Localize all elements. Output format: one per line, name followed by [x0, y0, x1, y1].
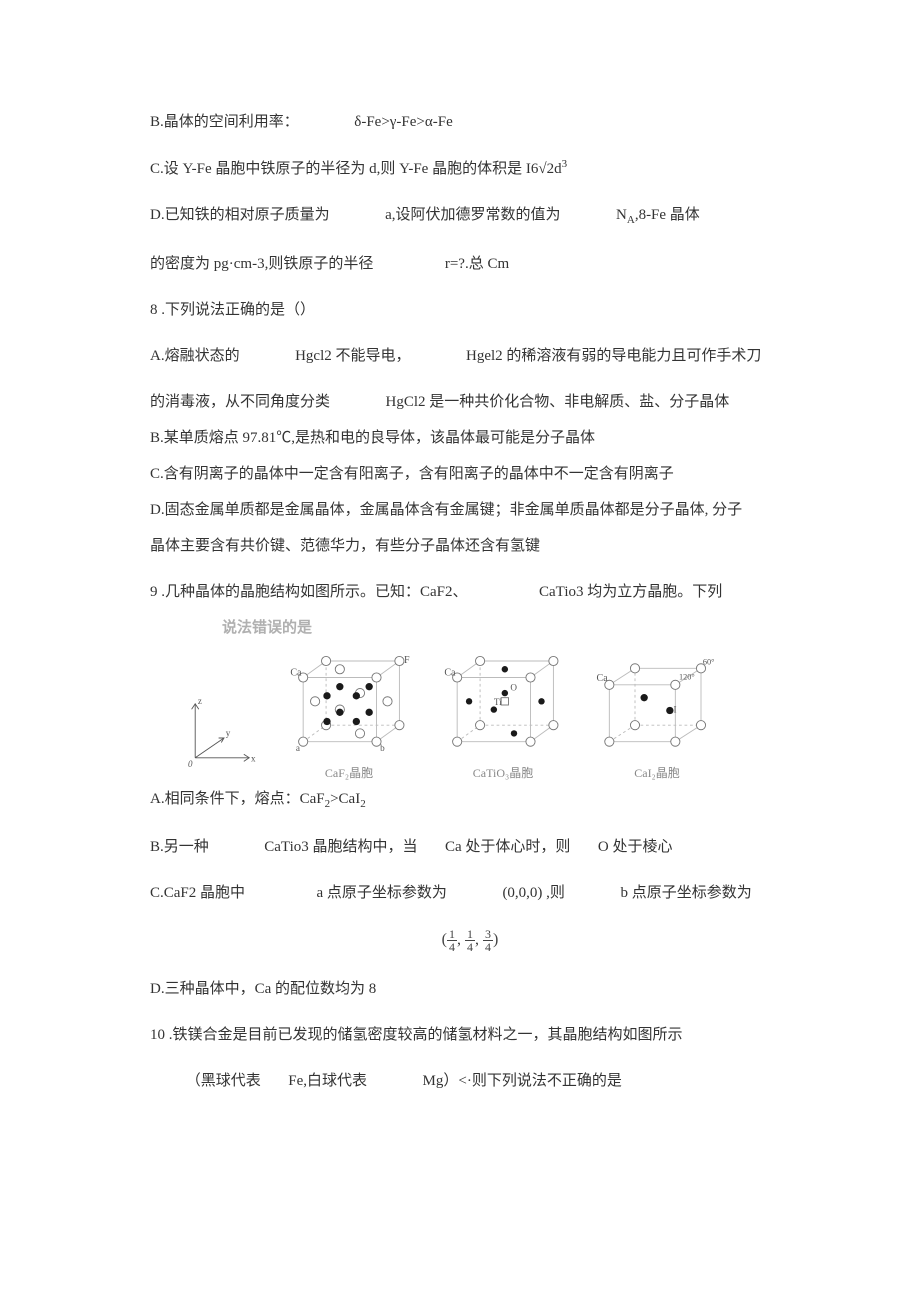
text: C.CaF2 晶胞中 — [150, 885, 245, 901]
axis-x-label: x — [251, 753, 256, 763]
axes-svg-wrap: z y x 0 — [170, 693, 260, 783]
sub: A — [627, 214, 635, 226]
cai2-svg: Ca 60° 120° I — [592, 650, 722, 760]
text: O 处于棱心 — [598, 839, 673, 855]
cai2-figure: Ca 60° 120° I CaI₂晶胞 — [592, 650, 722, 783]
text: (0,0,0) ,则 — [502, 885, 565, 901]
q8-option-d-line1: D.固态金属单质都是金属晶体，金属晶体含有金属键；非金属单质晶体都是分子晶体, … — [150, 498, 790, 522]
axis-origin-label: 0 — [188, 759, 193, 769]
caf2-a-label: a — [296, 742, 300, 752]
q8-option-a-line2: 的消毒液，从不同角度分类 HgCl2 是一种共价化合物、非电解质、盐、分子晶体 — [150, 390, 790, 414]
text: D.已知铁的相对原子质量为 — [150, 207, 330, 223]
text: A.熔融状态的 — [150, 348, 240, 364]
text: Hgel2 的稀溶液有弱的导电能力且可作手术刀 — [466, 348, 761, 364]
text: CaTio3 晶胞结构中，当 — [264, 839, 417, 855]
text: HgCl2 是一种共价化合物、非电解质、盐、分子晶体 — [386, 394, 730, 410]
q9-option-a: A.相同条件下，熔点：CaF2>CaI2 — [150, 787, 790, 814]
text: >CaI — [330, 791, 360, 807]
q9-stem: 9 .几种晶体的晶胞结构如图所示。已知：CaF2、 CaTio3 均为立方晶胞。… — [150, 580, 790, 604]
q8-option-d-line2: 晶体主要含有共价键、范德华力，有些分子晶体还含有氢键 — [150, 534, 790, 558]
text: 的密度为 pg·cm-3,则铁原子的半径 — [150, 256, 373, 272]
frac-d: 4 — [465, 941, 475, 953]
axis-y-label: y — [226, 728, 231, 738]
catio3-caption: CaTiO₃晶胞 — [473, 764, 533, 783]
q8-stem: 8 .下列说法正确的是（） — [150, 298, 790, 322]
q8-option-a-line1: A.熔融状态的 Hgcl2 不能导电， Hgel2 的稀溶液有弱的导电能力且可作… — [150, 344, 790, 368]
catio3-ti-label: Ti — [494, 697, 502, 707]
text: Ca 处于体心时，则 — [445, 839, 570, 855]
caf2-caption: CaF₂晶胞 — [325, 764, 373, 783]
frac-d: 4 — [483, 941, 493, 953]
text: N — [616, 207, 627, 223]
q7-option-c: C.设 Y-Fe 晶胞中铁原子的半径为 d,则 Y-Fe 晶胞的体积是 I6√2… — [150, 156, 790, 181]
q9-option-b: B.另一种 CaTio3 晶胞结构中，当 Ca 处于体心时，则 O 处于棱心 — [150, 835, 790, 859]
q7-option-b: B.晶体的空间利用率： δ-Fe>γ-Fe>α-Fe — [150, 110, 790, 134]
text: A.相同条件下，熔点：CaF — [150, 791, 325, 807]
q9-option-c: C.CaF2 晶胞中 a 点原子坐标参数为 (0,0,0) ,则 b 点原子坐标… — [150, 881, 790, 905]
catio3-ca-label: Ca — [444, 667, 456, 678]
q10-stem: 10 .铁镁合金是目前已发现的储氢密度较高的储氢材料之一，其晶胞结构如图所示 — [150, 1023, 790, 1047]
text: ,8-Fe 晶体 — [635, 207, 700, 223]
text: （黑球代表 — [186, 1073, 261, 1089]
text: Hgcl2 不能导电， — [295, 348, 410, 364]
q10-line2: （黑球代表 Fe,白球代表 Mg）<·则下列说法不正确的是 — [150, 1069, 790, 1093]
catio3-figure: Ca O Ti CaTiO₃晶胞 — [438, 650, 568, 783]
text: Mg）<·则下列说法不正确的是 — [423, 1073, 622, 1089]
q8-option-b: B.某单质熔点 97.81℃,是热和电的良导体，该晶体最可能是分子晶体 — [150, 426, 790, 450]
text: B.另一种 — [150, 839, 209, 855]
frac-d: 4 — [447, 941, 457, 953]
text: C.设 Y-Fe 晶胞中铁原子的半径为 d,则 Y-Fe 晶胞的体积是 I6√2… — [150, 161, 562, 177]
text: B.晶体的空间利用率： — [150, 114, 299, 130]
q9-grey-hint: 说法错误的是 — [222, 616, 790, 640]
q9-option-d: D.三种晶体中，Ca 的配位数均为 8 — [150, 977, 790, 1001]
cai2-i-label: I — [674, 704, 677, 714]
caf2-svg: Ca F a b — [284, 650, 414, 760]
axes-svg: z y x 0 — [170, 693, 260, 783]
text: a,设阿伏加德罗常数的值为 — [385, 207, 560, 223]
text: 9 .几种晶体的晶胞结构如图所示。已知：CaF2、 — [150, 584, 468, 600]
text: 的消毒液，从不同角度分类 — [150, 394, 330, 410]
cai2-ca-label: Ca — [597, 673, 609, 684]
cai2-caption: CaI₂晶胞 — [634, 764, 680, 783]
text: r=?.总 Cm — [445, 256, 509, 272]
sup: 3 — [562, 158, 568, 170]
axis-z-label: z — [198, 696, 202, 706]
q9-figures: z y x 0 — [170, 650, 790, 783]
text: CaTio3 均为立方晶胞。下列 — [539, 584, 722, 600]
page: B.晶体的空间利用率： δ-Fe>γ-Fe>α-Fe C.设 Y-Fe 晶胞中铁… — [0, 0, 920, 1301]
cai2-ang120: 120° — [679, 672, 695, 681]
text: a 点原子坐标参数为 — [317, 885, 447, 901]
caf2-ca-label: Ca — [290, 667, 302, 678]
q7-option-d-line2: 的密度为 pg·cm-3,则铁原子的半径 r=?.总 Cm — [150, 252, 790, 276]
text: δ-Fe>γ-Fe>α-Fe — [354, 114, 452, 130]
caf2-figure: Ca F a b CaF₂晶胞 — [284, 650, 414, 783]
text: b 点原子坐标参数为 — [620, 885, 751, 901]
catio3-svg: Ca O Ti — [438, 650, 568, 760]
caf2-b-label: b — [380, 742, 385, 752]
q7-option-d-line1: D.已知铁的相对原子质量为 a,设阿伏加德罗常数的值为 NA,8-Fe 晶体 — [150, 203, 790, 230]
sub: 2 — [360, 798, 366, 810]
axes-figure: z y x 0 — [170, 693, 260, 783]
q9-formula: (14, 14, 34) — [150, 927, 790, 953]
cai2-ang60: 60° — [703, 657, 715, 666]
caf2-f-label: F — [404, 654, 410, 665]
catio3-o-label: O — [510, 682, 517, 692]
q8-option-c: C.含有阴离子的晶体中一定含有阳离子，含有阳离子的晶体中不一定含有阴离子 — [150, 462, 790, 486]
text: Fe,白球代表 — [288, 1073, 367, 1089]
